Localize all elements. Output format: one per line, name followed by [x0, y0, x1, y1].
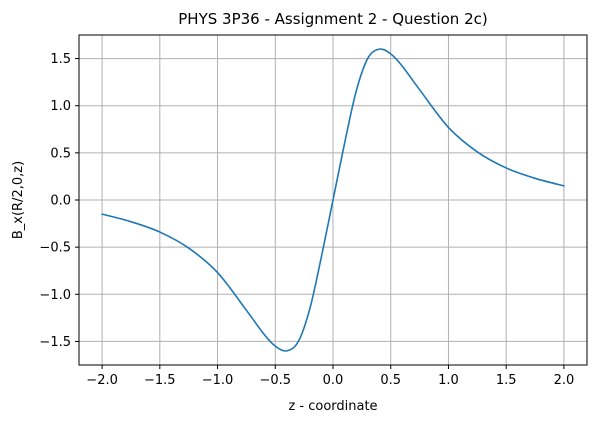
x-tick-label: −0.5 — [259, 373, 291, 388]
x-tick-label: 1.0 — [438, 373, 459, 388]
x-tick-label: 1.5 — [496, 373, 517, 388]
y-tick-label: 1.0 — [50, 99, 71, 114]
y-tick-label: −1.0 — [39, 288, 71, 303]
series-line-0 — [101, 48, 565, 352]
series-layer — [101, 48, 565, 352]
x-tick-label: 0.5 — [380, 373, 401, 388]
x-axis-label: z - coordinate — [288, 399, 377, 414]
x-tick-label: 2.0 — [554, 373, 575, 388]
x-tick-label: −1.0 — [202, 373, 234, 388]
x-tick-label: 0.0 — [323, 373, 344, 388]
y-tick-label: −0.5 — [39, 241, 71, 256]
x-tick-label: −1.5 — [144, 373, 176, 388]
y-tick-label: −1.5 — [39, 335, 71, 350]
y-tick-label: 0.5 — [50, 146, 71, 161]
ticks: −2.0 −1.5 −1.0 −0.5 0.0 0.5 1.0 1.5 2.0 −1.5 −1.0 −… — [39, 52, 574, 388]
chart-title: PHYS 3P36 - Assignment 2 - Question 2c) — [178, 10, 487, 28]
y-tick-label: 1.5 — [50, 52, 71, 67]
y-tick-label: 0.0 — [50, 194, 71, 209]
y-axis-label: B_x(R/2,0,z) — [11, 161, 26, 239]
x-tick-label: −2.0 — [86, 373, 118, 388]
